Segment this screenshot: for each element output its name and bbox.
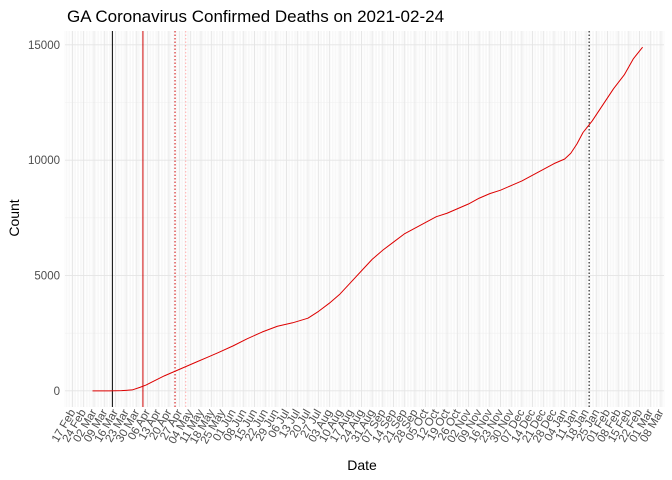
- reference-lines: [111, 31, 590, 407]
- y-tick-label: 10000: [28, 155, 60, 167]
- x-axis-label: Date: [347, 457, 377, 473]
- y-tick-label: 0: [54, 386, 60, 398]
- series-line-deaths: [92, 46, 644, 392]
- minor-gridlines: [64, 31, 665, 407]
- y-tick-label: 5000: [34, 271, 60, 283]
- chart-title: GA Coronavirus Confirmed Deaths on 2021-…: [67, 7, 444, 26]
- series-layer: [92, 46, 644, 392]
- major-gridlines: [65, 31, 664, 407]
- y-axis-ticks: 0 5000 10000 15000: [28, 40, 60, 398]
- y-axis-label: Count: [6, 199, 22, 236]
- y-tick-label: 15000: [28, 40, 60, 52]
